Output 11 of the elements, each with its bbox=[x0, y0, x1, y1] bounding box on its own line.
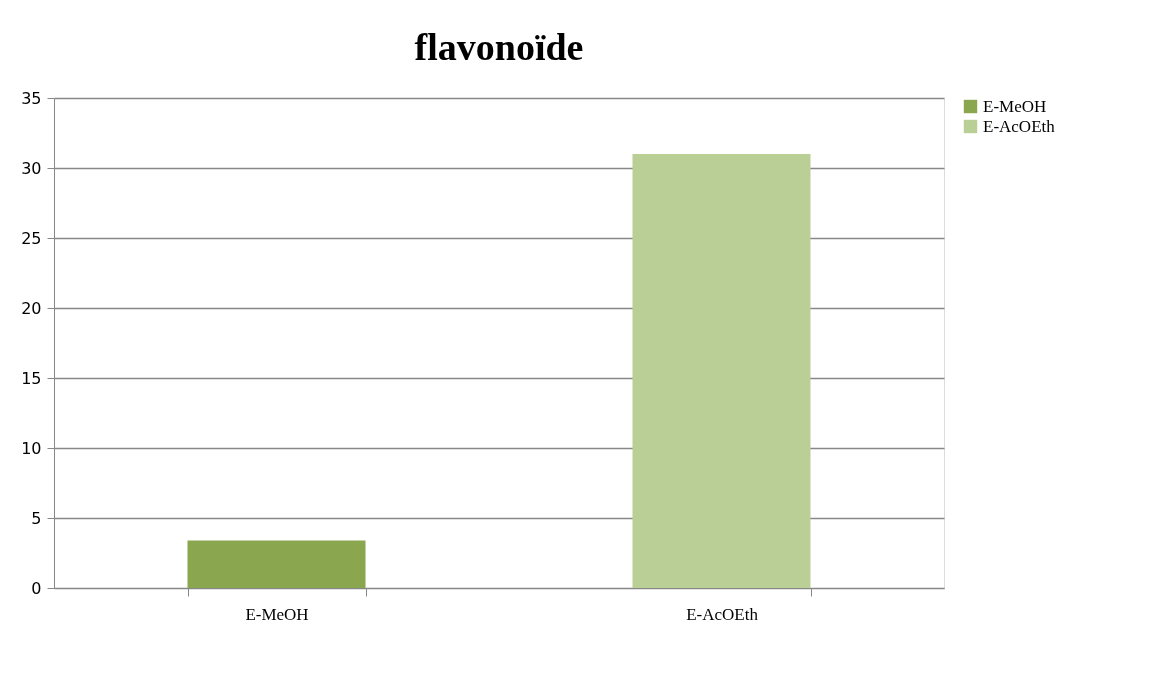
legend-label: E-MeOH bbox=[983, 96, 1047, 116]
y-tick-label: 0 bbox=[31, 578, 42, 598]
y-tick-label: 25 bbox=[21, 228, 42, 248]
y-tick-label: 15 bbox=[21, 368, 42, 388]
y-tick-label: 10 bbox=[21, 438, 42, 458]
y-tick-label: 35 bbox=[21, 88, 42, 108]
y-tick-label: 20 bbox=[21, 298, 42, 318]
chart-title: flavonoïde bbox=[414, 26, 584, 68]
y-tick-label: 5 bbox=[31, 508, 42, 528]
legend-label: E-AcOEth bbox=[983, 116, 1056, 136]
y-tick-label: 30 bbox=[21, 158, 42, 178]
